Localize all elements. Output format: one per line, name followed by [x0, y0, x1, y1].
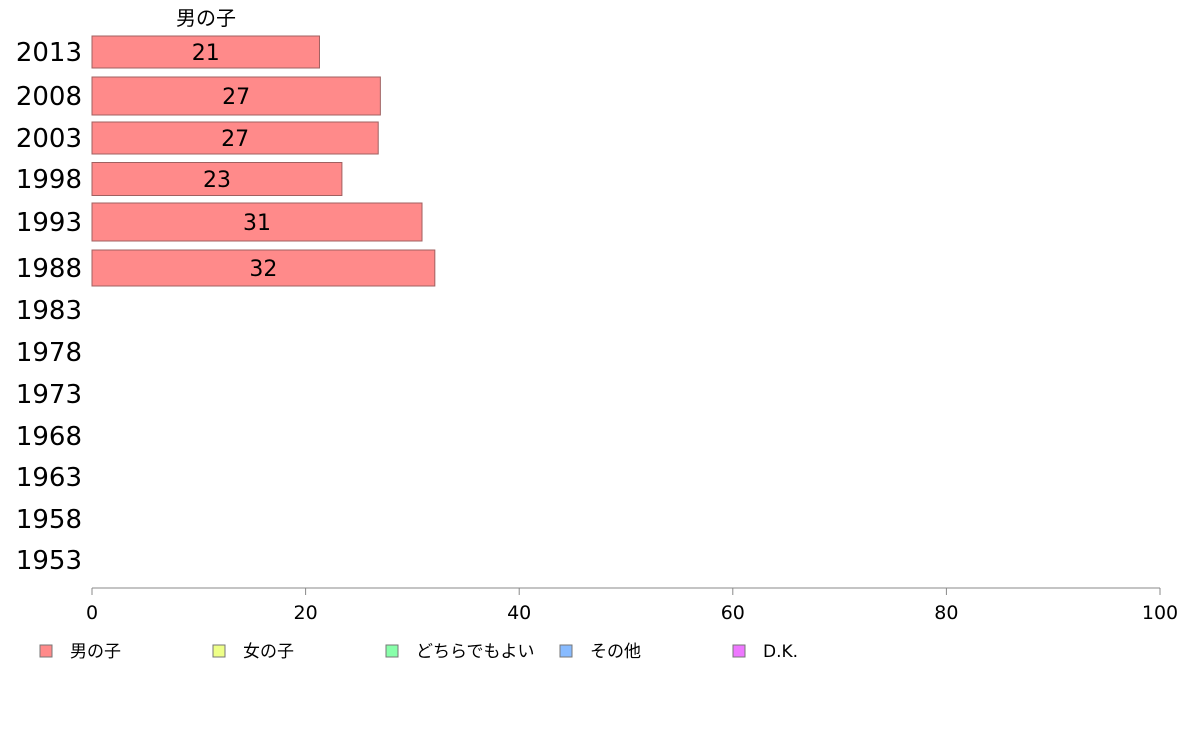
y-tick-label-1988: 1988	[16, 254, 82, 284]
data-label-2013: 21	[192, 41, 220, 66]
legend-label-0: 男の子	[70, 642, 121, 662]
legend-label-3: その他	[590, 642, 641, 662]
x-tick-label-60: 60	[721, 602, 745, 624]
legend-label-4: D.K.	[763, 642, 798, 662]
y-tick-label-2003: 2003	[16, 124, 82, 154]
bar-1998-series-0	[91, 162, 343, 196]
x-tick-label-80: 80	[934, 602, 958, 624]
y-tick-label-1993: 1993	[16, 208, 82, 238]
legend-swatch-0	[39, 644, 53, 658]
bar-2008-series-0	[91, 76, 381, 116]
y-tick-label-1983: 1983	[16, 296, 82, 326]
data-label-1988: 32	[249, 257, 277, 282]
y-tick-label-1963: 1963	[16, 463, 82, 493]
legend-label-2: どちらでもよい	[416, 642, 535, 662]
bar-1988-series-0	[91, 249, 436, 287]
legend-swatch-2	[385, 644, 399, 658]
x-tick-label-40: 40	[507, 602, 531, 624]
x-axis: 0 20 40 60 80 100	[86, 587, 1178, 624]
x-tick-label-20: 20	[294, 602, 318, 624]
data-label-2008: 27	[222, 85, 250, 110]
y-tick-label-2013: 2013	[16, 38, 82, 68]
series-title-label: 男の子	[176, 6, 236, 30]
data-label-2003: 27	[221, 127, 249, 152]
data-label-1998: 23	[203, 168, 231, 193]
y-tick-label-1998: 1998	[16, 165, 82, 195]
bar-1993-series-0	[91, 202, 423, 242]
y-tick-label-2008: 2008	[16, 82, 82, 112]
y-tick-label-1958: 1958	[16, 505, 82, 535]
legend-swatch-3	[559, 644, 573, 658]
x-tick-label-100: 100	[1142, 602, 1178, 624]
legend-swatch-4	[732, 644, 746, 658]
bar-2013-series-0	[91, 35, 320, 69]
year-labels: 2013 2008 2003 1998 1993 1988 1983 1978 1973 1968…	[16, 38, 82, 576]
y-tick-label-1953: 1953	[16, 546, 82, 576]
x-tick-label-0: 0	[86, 602, 98, 624]
y-tick-label-1978: 1978	[16, 338, 82, 368]
y-tick-label-1968: 1968	[16, 422, 82, 452]
y-tick-label-1973: 1973	[16, 380, 82, 410]
legend: 男の子 女の子 どちらでもよい その他 D.K.	[39, 642, 798, 662]
legend-label-1: 女の子	[243, 642, 294, 662]
data-label-1993: 31	[243, 211, 271, 236]
legend-swatch-1	[212, 644, 226, 658]
bar-2003-series-0	[91, 121, 379, 155]
